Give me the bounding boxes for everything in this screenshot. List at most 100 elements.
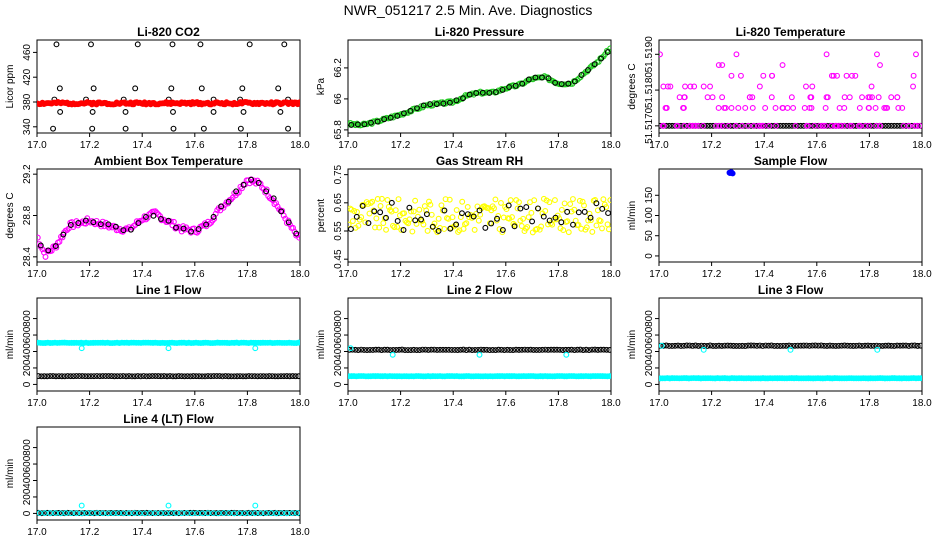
- temperature-spread-point: [841, 105, 848, 111]
- line3-line3_high-point: [718, 342, 725, 349]
- line1-line1_low-point: [213, 373, 220, 380]
- rh-rh-point: [524, 224, 531, 230]
- line2-xtick-label: 17.0: [338, 398, 358, 409]
- pressure-frame: [347, 39, 612, 134]
- box_temp-box-point: [296, 234, 300, 241]
- rh-rh-point: [453, 207, 460, 214]
- rh-rh-point: [427, 201, 434, 208]
- sample_flow-ytick-label: 0: [644, 253, 655, 259]
- line3-line3_high-point: [815, 342, 822, 349]
- rh-rh-point: [367, 200, 374, 206]
- line1-line1_low-point: [234, 373, 241, 380]
- rh-rh-point: [560, 227, 567, 234]
- rh-rh-point: [525, 214, 532, 221]
- line2-line2_high-point: [539, 346, 546, 353]
- line1-line1_low-point: [99, 373, 106, 380]
- rh-reference-point: [534, 205, 541, 212]
- temperature-spread-point: [667, 83, 674, 90]
- line3-line3_marks-point: [874, 346, 881, 353]
- box_temp-xtick-label: 17.0: [27, 269, 47, 280]
- pressure-reference-point: [427, 101, 434, 108]
- line3-line3_high-point: [917, 342, 922, 349]
- panel-box_temp: Ambient Box Temperature 17.0 17.2 17.4 17.6 1…: [5, 154, 310, 280]
- chart-panels: Li-820 CO2 17.0 17.2 17.4 17.6 17.8 18.0 340 380…: [5, 25, 932, 538]
- line3-line3_high-point: [675, 342, 681, 349]
- rh-rh-point: [351, 208, 358, 214]
- line3-line3_high-point: [771, 342, 778, 349]
- line1-line1_low-point: [129, 373, 135, 380]
- pressure-xtick-label: 17.8: [549, 140, 569, 151]
- line3-ytick-label: 400: [644, 343, 655, 360]
- rh-rh-point: [398, 226, 405, 233]
- line3-line3_high-point: [809, 342, 816, 349]
- pressure-reference-point: [420, 102, 427, 109]
- line3-line3_high-point: [686, 342, 693, 349]
- rh-ylabel: percent: [316, 199, 327, 233]
- panel-line2: Line 2 Flow 17.0 17.2 17.4 17.6 17.8 18.0 0 2004…: [316, 283, 621, 409]
- rh-rh-point: [500, 214, 507, 221]
- pressure-reference-point: [354, 121, 361, 128]
- line1-line1_low-point: [289, 373, 296, 380]
- line4-line4_base-point: [102, 510, 109, 516]
- box_temp-reference-point: [45, 247, 52, 254]
- line1-line1_flow-point: [295, 339, 300, 346]
- rh-reference-point: [499, 226, 506, 233]
- line2-line2_high-point: [384, 346, 391, 353]
- box_temp-xtick-label: 17.2: [80, 269, 100, 280]
- line2-line2_high-point: [507, 347, 514, 353]
- temperature-xtick-label: 18.0: [912, 140, 932, 151]
- line2-line2_high-point: [597, 346, 604, 353]
- box_temp-xtick-label: 17.4: [132, 269, 152, 280]
- co2-bands-point: [168, 85, 175, 92]
- line3-line3_high-point: [847, 342, 854, 349]
- pressure-reference-point: [506, 84, 513, 90]
- line1-line1_low-point: [172, 373, 179, 380]
- temperature-spread-point: [664, 83, 671, 90]
- temperature-spread-point: [733, 51, 740, 58]
- temperature-spread-point: [681, 94, 688, 101]
- line1-ytick-label: 200: [22, 359, 33, 376]
- line3-line3_high-point: [660, 342, 667, 349]
- rh-rh-point: [567, 201, 574, 208]
- line3-line3_high-point: [710, 342, 717, 349]
- rh-rh-point: [348, 205, 354, 212]
- line1-line1_low-point: [248, 373, 255, 380]
- rh-rh-point: [441, 226, 448, 232]
- rh-reference-point: [558, 219, 565, 226]
- line2-line2_high-point: [489, 347, 496, 353]
- line4-xtick-label: 18.0: [290, 527, 310, 538]
- line1-line1_low-point: [292, 373, 299, 380]
- temperature-spread-point: [725, 122, 732, 129]
- line2-line2_high-point: [498, 346, 505, 353]
- line3-line3_high-point: [736, 343, 743, 349]
- temperature-spread-point: [680, 105, 687, 111]
- line3-line3_high-point: [832, 342, 839, 349]
- line2-line2_high-point: [586, 347, 593, 354]
- rh-rh-point: [383, 226, 390, 233]
- temperature-spread-point: [911, 122, 918, 129]
- rh-rh-point: [385, 203, 392, 210]
- line1-line1_low-point: [184, 373, 191, 380]
- box_temp-reference-point: [218, 203, 225, 210]
- line2-line2_high-point: [478, 346, 484, 353]
- line3-line3_high-point: [768, 342, 775, 349]
- line3-line3_high-point: [683, 342, 690, 349]
- pressure-ylabel: kPa: [316, 77, 327, 95]
- line4-ytick-label: 200: [22, 488, 33, 505]
- temperature-spread-point: [700, 83, 707, 90]
- line2-line2_marks-point: [348, 345, 354, 352]
- co2-bands-point: [134, 41, 141, 48]
- line2-line2_low-point: [606, 373, 611, 380]
- co2-bands-point: [237, 125, 244, 132]
- pressure-reference-point: [585, 67, 591, 74]
- temperature-spread-point: [719, 122, 726, 129]
- line3-line3_high-point: [724, 342, 731, 349]
- temperature-spread-point: [866, 122, 873, 129]
- line3-line3_high-point: [873, 342, 880, 349]
- line1-line1_low-point: [286, 373, 293, 380]
- temperature-spread-point: [728, 105, 735, 111]
- line2-line2_high-point: [568, 346, 575, 353]
- line3-line3_high-point: [742, 343, 749, 349]
- temperature-floor-point: [829, 122, 836, 129]
- temperature-floor-point: [786, 122, 792, 129]
